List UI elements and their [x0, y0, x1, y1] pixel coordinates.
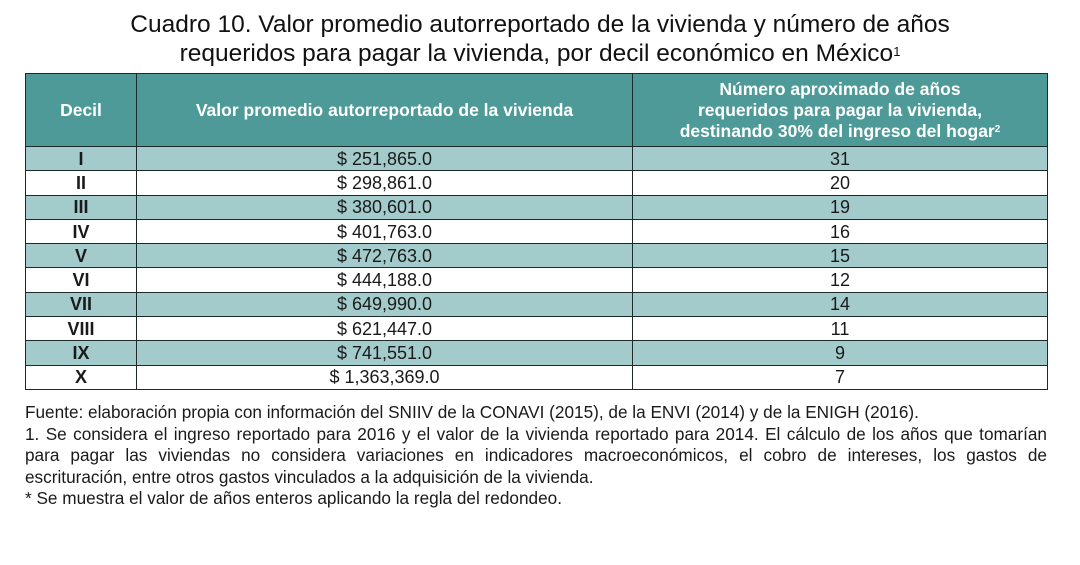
decil-cell: VII [25, 291, 137, 318]
decil-cell: IV [25, 218, 137, 245]
valor-cell: $ 380,601.0 [136, 194, 633, 220]
table-row: I $ 251,865.0 31 [25, 145, 1048, 172]
valor-cell: $ 472,763.0 [136, 243, 633, 269]
header-valor: Valor promedio autorreportado de la vivi… [136, 73, 633, 147]
decil-cell: IX [25, 340, 137, 366]
decil-cell: III [25, 194, 137, 220]
valor-cell: $ 649,990.0 [136, 291, 633, 318]
valor-cell: $ 444,188.0 [136, 267, 633, 293]
header-decil: Decil [25, 73, 137, 147]
anos-cell: 16 [632, 218, 1048, 245]
decil-housing-table: Decil Valor promedio autorreportado de l… [25, 73, 1048, 390]
source-note: Fuente: elaboración propia con informaci… [25, 402, 919, 422]
anos-cell: 9 [632, 340, 1048, 366]
anos-cell: 14 [632, 291, 1048, 318]
valor-cell: $ 621,447.0 [136, 316, 633, 342]
decil-cell: VI [25, 267, 137, 293]
anos-cell: 11 [632, 316, 1048, 342]
table-row: II $ 298,861.0 20 [25, 170, 1048, 196]
title-line-2: requeridos para pagar la vivienda, por d… [179, 40, 901, 67]
table-row: X $ 1,363,369.0 7 [25, 364, 1048, 390]
anos-cell: 19 [632, 194, 1048, 220]
valor-cell: $ 401,763.0 [136, 218, 633, 245]
table-row: IX $ 741,551.0 9 [25, 340, 1048, 366]
decil-cell: V [25, 243, 137, 269]
decil-cell: X [25, 364, 137, 390]
header-row: Decil Valor promedio autorreportado de l… [25, 73, 1048, 147]
decil-cell: I [25, 145, 137, 172]
table-row: VIII $ 621,447.0 11 [25, 316, 1048, 342]
valor-cell: $ 251,865.0 [136, 145, 633, 172]
table-row: VI $ 444,188.0 12 [25, 267, 1048, 293]
header-anos: Número aproximado de años requeridos par… [632, 73, 1048, 147]
valor-cell: $ 1,363,369.0 [136, 364, 633, 390]
anos-cell: 12 [632, 267, 1048, 293]
anos-cell: 15 [632, 243, 1048, 269]
decil-cell: VIII [25, 316, 137, 342]
valor-cell: $ 741,551.0 [136, 340, 633, 366]
footnote-asterisk: * Se muestra el valor de años enteros ap… [25, 488, 562, 508]
table-row: VII $ 649,990.0 14 [25, 291, 1048, 318]
anos-cell: 31 [632, 145, 1048, 172]
table-row: V $ 472,763.0 15 [25, 243, 1048, 269]
anos-cell: 20 [632, 170, 1048, 196]
anos-cell: 7 [632, 364, 1048, 390]
table-row: III $ 380,601.0 19 [25, 194, 1048, 220]
header-footnote-marker: 2 [994, 123, 1001, 135]
table-title: Cuadro 10. Valor promedio autorreportado… [0, 10, 1080, 68]
valor-cell: $ 298,861.0 [136, 170, 633, 196]
table-notes: Fuente: elaboración propia con informaci… [25, 402, 1047, 510]
footnote-1: 1. Se considera el ingreso reportado par… [25, 423, 1047, 487]
decil-cell: II [25, 170, 137, 196]
title-line-1: Cuadro 10. Valor promedio autorreportado… [130, 11, 950, 38]
title-footnote-marker: 1 [893, 44, 901, 59]
table-row: IV $ 401,763.0 16 [25, 218, 1048, 245]
